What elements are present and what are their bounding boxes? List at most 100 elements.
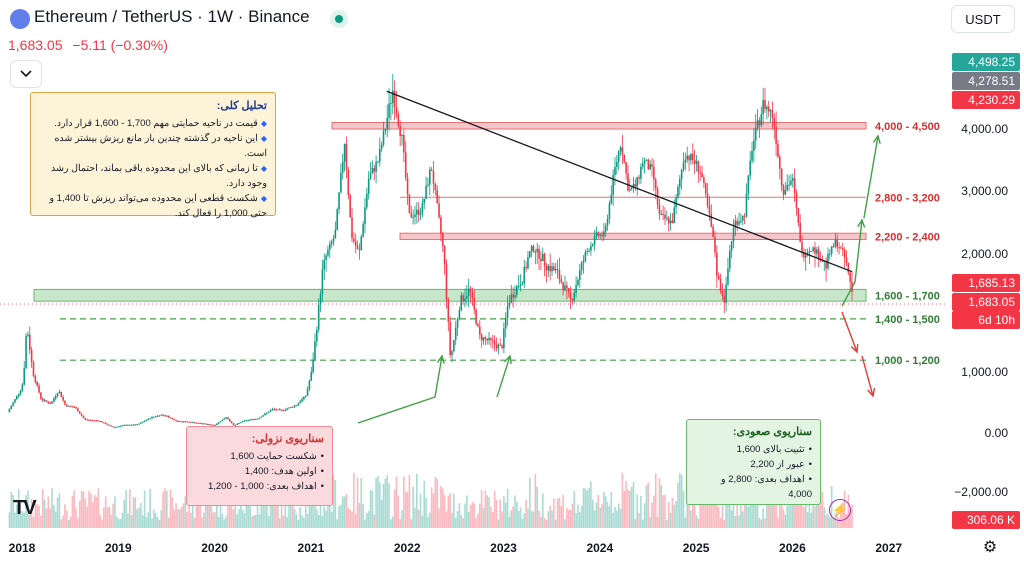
- candle-body: [216, 423, 218, 426]
- candle-body: [14, 399, 16, 403]
- candle-body: [210, 424, 213, 426]
- volume-bar: [504, 502, 507, 528]
- volume-bar: [584, 488, 587, 528]
- volume-bar: [682, 490, 685, 528]
- volume-bar: [171, 497, 174, 528]
- candle-body: [701, 172, 703, 178]
- volume-bar: [825, 514, 827, 528]
- candle-body: [575, 285, 577, 293]
- volume-bar: [330, 511, 333, 528]
- volume-bar: [160, 510, 163, 528]
- volume-bar: [849, 510, 851, 528]
- volume-bar: [601, 504, 603, 528]
- volume-bar: [356, 477, 359, 528]
- support-zone: [33, 288, 867, 302]
- volume-bar: [271, 498, 274, 528]
- analysis-note[interactable]: تحلیل کلی: قیمت در ناحیه حمایتی مهم 1,70…: [30, 92, 276, 219]
- bullish-scenario-note[interactable]: سناریوی صعودی: تثبیت بالای 1,600 عبور از…: [686, 419, 821, 505]
- candle-body: [167, 415, 170, 418]
- volume-bar: [228, 497, 231, 528]
- candle-body: [349, 195, 351, 218]
- candle-body: [40, 392, 42, 399]
- volume-bar: [701, 501, 703, 528]
- volume-bar: [725, 488, 727, 528]
- candle-body: [777, 144, 779, 157]
- volume-bar: [351, 511, 353, 528]
- volume-bar: [378, 482, 381, 528]
- volume-bar: [734, 516, 737, 528]
- candle-body: [195, 422, 198, 424]
- candle-body: [623, 154, 626, 162]
- candle-body: [834, 239, 837, 247]
- candle-body: [632, 183, 635, 188]
- volume-bar: [262, 500, 264, 528]
- candle-body: [758, 120, 761, 126]
- candle-body: [769, 110, 772, 112]
- candle-body: [64, 400, 66, 405]
- volume-bar: [723, 519, 726, 528]
- volume-bar: [214, 512, 216, 528]
- candle-body: [551, 266, 553, 272]
- candle-body: [436, 190, 439, 204]
- candle-body: [245, 420, 248, 422]
- volume-bar: [708, 498, 711, 528]
- volume-bar: [664, 494, 666, 528]
- candle-body: [608, 203, 611, 219]
- candle-body: [812, 247, 814, 251]
- bolt-icon[interactable]: ⚡: [829, 499, 851, 521]
- candle-body: [621, 147, 624, 155]
- volume-bar: [225, 516, 227, 528]
- volume-bar: [223, 519, 226, 528]
- collapse-legend-button[interactable]: [10, 60, 42, 88]
- price-badge-label: 4,230.29: [968, 93, 1015, 107]
- volume-bar: [258, 514, 261, 528]
- price-tick-label: 4,000.00: [961, 122, 1008, 136]
- candle-body: [173, 418, 176, 421]
- candle-body: [662, 214, 664, 216]
- volume-bar: [614, 506, 616, 528]
- volume-bar: [440, 485, 442, 528]
- currency-button[interactable]: USDT: [951, 5, 1015, 33]
- candle-body: [419, 213, 422, 215]
- last-price: 1,683.05: [8, 37, 63, 53]
- volume-bar: [662, 495, 664, 528]
- volume-bar: [251, 516, 253, 528]
- candle-body: [732, 228, 735, 242]
- volume-bar: [303, 517, 305, 528]
- candle-body: [845, 257, 848, 263]
- zones: 4,000 - 4,500 2,800 - 3,200 2,200 - 2,400 1…: [0, 121, 948, 367]
- candle-body: [421, 203, 424, 214]
- volume-bar: [23, 512, 26, 528]
- volume-bar: [45, 508, 48, 528]
- volume-bar: [136, 509, 138, 528]
- candle-body: [332, 238, 335, 242]
- volume-bar: [684, 517, 687, 528]
- symbol-title[interactable]: Ethereum / TetherUS · 1W · Binance: [34, 7, 310, 26]
- candle-body: [399, 125, 401, 136]
- volume-bar: [558, 497, 561, 528]
- volume-bar: [369, 489, 372, 528]
- gear-icon[interactable]: ⚙: [982, 539, 998, 556]
- price-badge: [952, 274, 1020, 292]
- candle-body: [316, 329, 318, 342]
- candle-body: [221, 419, 224, 422]
- volume-bar: [406, 492, 409, 528]
- candle-body: [714, 236, 716, 253]
- volume-bar: [580, 505, 583, 528]
- volume-bar: [245, 493, 248, 528]
- support-touch-arrow-2: [496, 355, 511, 398]
- candle-body: [45, 400, 48, 402]
- time-tick-label: 2025: [683, 541, 710, 555]
- volume-bar: [721, 490, 724, 528]
- volume-bar: [493, 490, 496, 528]
- volume-bar: [612, 512, 614, 528]
- bearish-scenario-note[interactable]: سناریوی نزولی: شکست حمایت 1,600 اولین هد…: [186, 426, 333, 506]
- candle-body: [647, 159, 650, 170]
- volume-bar: [456, 511, 459, 528]
- bullish-arrow-1-head: [857, 218, 866, 228]
- volume-bar: [784, 514, 787, 528]
- price-badge-label: 4,498.25: [968, 55, 1015, 69]
- volume-bar: [790, 491, 792, 528]
- candle-body: [499, 344, 501, 346]
